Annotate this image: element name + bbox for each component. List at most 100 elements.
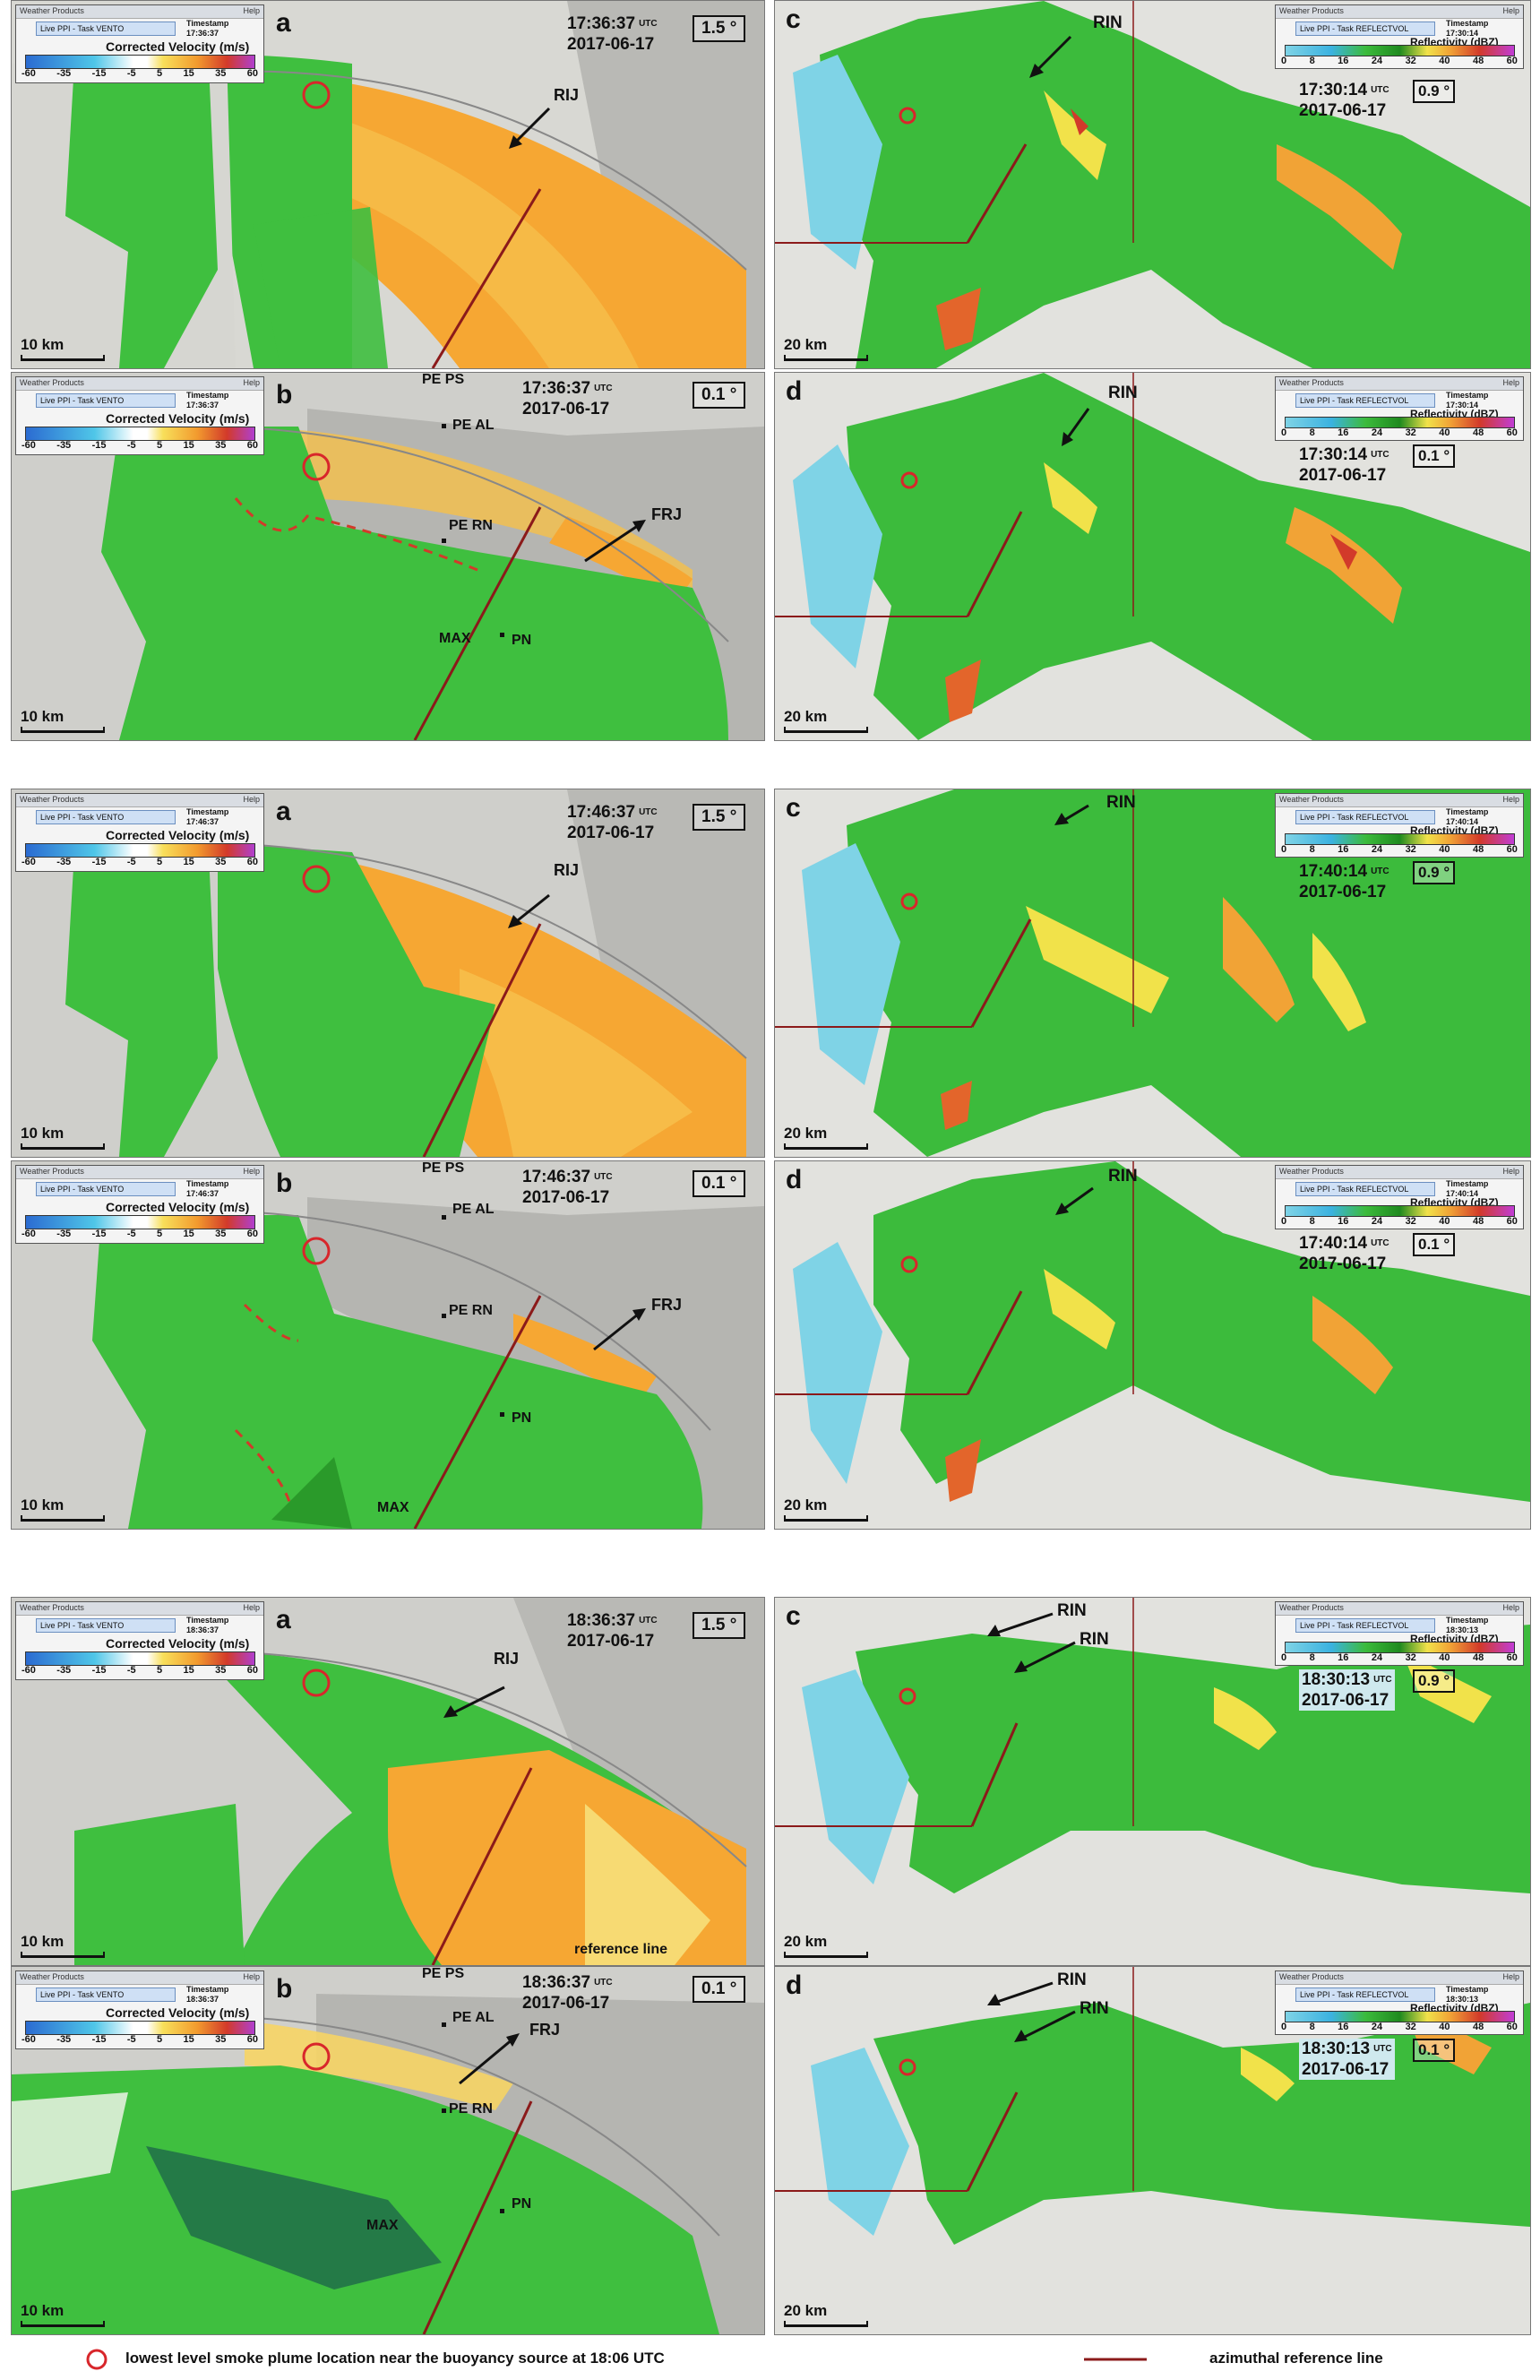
scale-bar: 10 km [21, 708, 105, 733]
elevation-box: 1.5 ° [693, 1612, 746, 1639]
pe-rn-label: PE RN [449, 2101, 493, 2117]
panel-tag: b [276, 380, 293, 410]
max-label: MAX [366, 2218, 399, 2233]
reflectivity-legend: Weather Products Help Live PPI - Task REF… [1275, 4, 1524, 69]
panel-tag: c [786, 793, 801, 823]
rij-label: RIJ [494, 1650, 520, 1668]
scan-time: 18:36:37 UTC 2017-06-17 [567, 1611, 658, 1651]
scale-bar: 10 km [21, 1125, 105, 1150]
panel-tag: a [276, 8, 291, 38]
rin-label: RIN [1093, 13, 1123, 32]
scan-time: 18:36:37 UTC 2017-06-17 [522, 1973, 613, 2013]
reflectivity-panel-d: d RIN RIN Weather Products Help Live PPI … [774, 1966, 1531, 2335]
task-selector[interactable]: Live PPI - Task VENTO [36, 1182, 176, 1196]
panel-tag: d [786, 1970, 803, 2000]
figure-group-3: Weather Products Help Live PPI - Task VEN… [11, 1597, 1531, 2335]
reflectivity-panel-c: c RIN Weather Products Help Live PPI - Ta… [774, 0, 1531, 369]
reflectivity-legend: Weather Products Help Live PPI - Task REF… [1275, 376, 1524, 441]
plume-circle-icon [86, 2349, 108, 2370]
velocity-panel-a: Weather Products Help Live PPI - Task VEN… [11, 789, 765, 1158]
task-selector[interactable]: Live PPI - Task VENTO [36, 22, 176, 36]
scan-time: 17:40:14 UTC 2017-06-17 [1299, 1234, 1389, 1273]
pe-ps-label: PE PS [422, 1160, 465, 1176]
elevation-box: 0.9 ° [1413, 80, 1456, 103]
elevation-box: 1.5 ° [693, 804, 746, 831]
velocity-legend: Weather Products Help Live PPI - Task VEN… [15, 1165, 264, 1244]
velocity-legend: Weather Products Help Live PPI - Task VEN… [15, 793, 264, 872]
frj-label: FRJ [651, 1296, 683, 1314]
reflectivity-panel-c: c RIN Weather Products Help Live PPI - Ta… [774, 789, 1531, 1158]
elevation-box: 0.1 ° [693, 382, 746, 409]
elevation-box: 0.1 ° [693, 1170, 746, 1197]
velocity-panel-b: Weather Products Help Live PPI - Task VEN… [11, 1160, 765, 1530]
scale-bar: 20 km [784, 708, 868, 733]
scan-time: 17:46:37 UTC 2017-06-17 [567, 803, 658, 842]
rin-label: RIN [1080, 1630, 1109, 1649]
reflectivity-panel-c: c RIN RIN Weather Products Help Live PPI … [774, 1597, 1531, 1966]
panel-tag: b [276, 1974, 293, 2004]
velocity-panel-a: Weather Products Help Live PPI - Task VEN… [11, 1597, 765, 1966]
task-selector[interactable]: Live PPI - Task REFLECTVOL [1295, 1618, 1435, 1633]
task-selector[interactable]: Live PPI - Task VENTO [36, 1988, 176, 2002]
pe-ps-label: PE PS [422, 1966, 465, 1981]
task-selector[interactable]: Live PPI - Task VENTO [36, 810, 176, 824]
scale-bar: 10 km [21, 336, 105, 361]
pe-rn-label: PE RN [449, 1303, 493, 1318]
elevation-box: 0.9 ° [1413, 1669, 1456, 1693]
panel-tag: a [276, 1605, 291, 1634]
scale-bar: 20 km [784, 336, 868, 361]
pe-al-label: PE AL [452, 1202, 495, 1217]
task-selector[interactable]: Live PPI - Task REFLECTVOL [1295, 1182, 1435, 1196]
pn-label: PN [512, 2196, 532, 2212]
rij-label: RIJ [554, 861, 580, 879]
task-selector[interactable]: Live PPI - Task REFLECTVOL [1295, 22, 1435, 36]
elevation-box: 0.1 ° [1413, 2039, 1456, 2062]
figure-group-2: Weather Products Help Live PPI - Task VEN… [11, 789, 1531, 1530]
panel-tag: a [276, 797, 291, 826]
task-selector[interactable]: Live PPI - Task REFLECTVOL [1295, 810, 1435, 824]
panel-tag: c [786, 1601, 801, 1631]
reflectivity-panel-d: d RIN Weather Products Help Live PPI - Ta… [774, 1160, 1531, 1530]
scale-bar: 20 km [784, 1933, 868, 1958]
reflectivity-legend: Weather Products Help Live PPI - Task REF… [1275, 1601, 1524, 1666]
scan-time: 17:40:14 UTC 2017-06-17 [1299, 862, 1389, 901]
elevation-box: 0.1 ° [1413, 444, 1456, 468]
task-selector[interactable]: Live PPI - Task REFLECTVOL [1295, 393, 1435, 408]
velocity-legend: Weather Products Help Live PPI - Task VEN… [15, 376, 264, 455]
scale-bar: 20 km [784, 1125, 868, 1150]
rin-label: RIN [1057, 1601, 1087, 1620]
pe-al-label: PE AL [452, 2010, 495, 2025]
task-selector[interactable]: Live PPI - Task VENTO [36, 393, 176, 408]
scan-time: 17:46:37 UTC 2017-06-17 [522, 1168, 613, 1207]
elevation-box: 0.1 ° [1413, 1233, 1456, 1256]
bottom-legend: lowest level smoke plume location near t… [0, 2341, 1540, 2376]
frj-label: FRJ [529, 2021, 561, 2039]
rin-label: RIN [1108, 1167, 1138, 1186]
panel-tag: d [786, 376, 803, 406]
pn-label: PN [512, 633, 532, 648]
panel-tag: d [786, 1165, 803, 1194]
panel-tag: b [276, 1168, 293, 1198]
task-selector[interactable]: Live PPI - Task VENTO [36, 1618, 176, 1633]
elevation-box: 1.5 ° [693, 15, 746, 42]
reflectivity-legend: Weather Products Help Live PPI - Task REF… [1275, 1165, 1524, 1229]
pe-rn-label: PE RN [449, 518, 493, 533]
scale-bar: 20 km [784, 2302, 868, 2327]
reference-line-icon [1084, 2358, 1147, 2361]
rin-label: RIN [1080, 1999, 1109, 2018]
scan-time: 18:30:13 UTC 2017-06-17 [1299, 2039, 1395, 2080]
rin-label: RIN [1106, 793, 1136, 812]
reflectivity-legend: Weather Products Help Live PPI - Task REF… [1275, 793, 1524, 858]
figure-group-1: Weather Products Help Live PPI - Task VEN… [11, 0, 1531, 741]
scan-time: 17:36:37 UTC 2017-06-17 [567, 14, 658, 54]
rij-label: RIJ [554, 86, 580, 104]
scale-bar: 10 km [21, 2302, 105, 2327]
frj-label: FRJ [651, 505, 683, 523]
scan-time: 18:30:13 UTC 2017-06-17 [1299, 1669, 1395, 1711]
reference-line-label: reference line [574, 1942, 668, 1957]
panel-tag: c [786, 4, 801, 34]
max-label: MAX [439, 631, 471, 646]
task-selector[interactable]: Live PPI - Task REFLECTVOL [1295, 1988, 1435, 2002]
velocity-panel-b: Weather Products Help Live PPI - Task VEN… [11, 1966, 765, 2335]
scale-bar: 10 km [21, 1933, 105, 1958]
